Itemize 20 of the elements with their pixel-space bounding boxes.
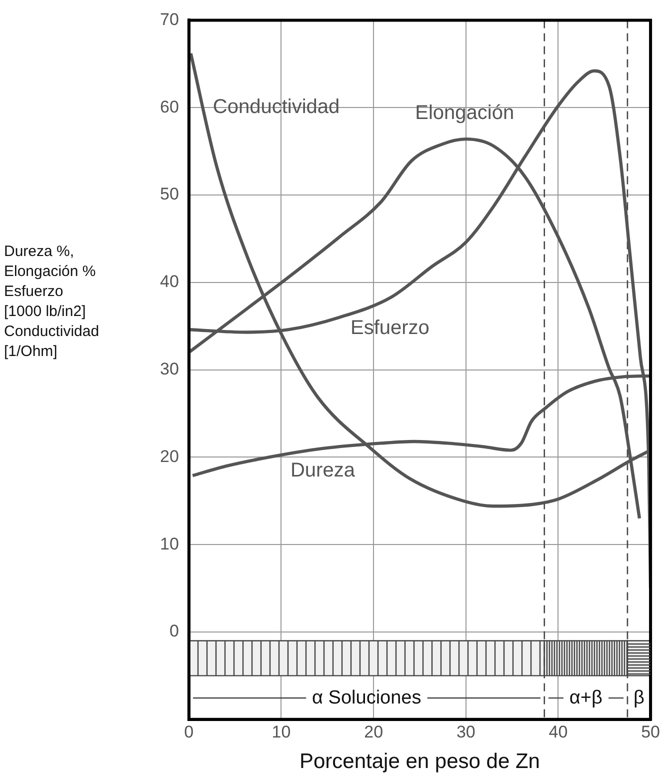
x-tick-label: 50: [641, 722, 660, 742]
y-tick-label: 50: [160, 184, 179, 204]
y-tick-label: 70: [160, 10, 179, 29]
x-tick-label: 10: [272, 722, 291, 742]
band-label: α Soluciones: [312, 688, 422, 709]
y-tick-label: 40: [160, 272, 179, 292]
series-label: Dureza: [290, 460, 356, 482]
y-axis-title: Dureza %, Elongación % Esfuerzo [1000 lb/in2] Conductividad [1/Ohm]: [4, 242, 100, 362]
y-tick-label: 10: [160, 534, 179, 554]
y-tick-label: 30: [160, 359, 179, 378]
x-tick-label: 40: [548, 722, 568, 742]
x-tick-label: 20: [364, 722, 384, 742]
x-tick-label: 30: [456, 722, 476, 742]
y-tick-label: 0: [169, 622, 179, 641]
band-label: α+β: [569, 688, 602, 709]
x-axis-title: Porcentaje en peso de Zn: [299, 750, 540, 774]
y-tick-label: 60: [160, 97, 179, 116]
y-tick-label: 20: [160, 446, 179, 466]
band-label: β: [634, 688, 645, 709]
x-tick-label: 0: [184, 722, 194, 742]
